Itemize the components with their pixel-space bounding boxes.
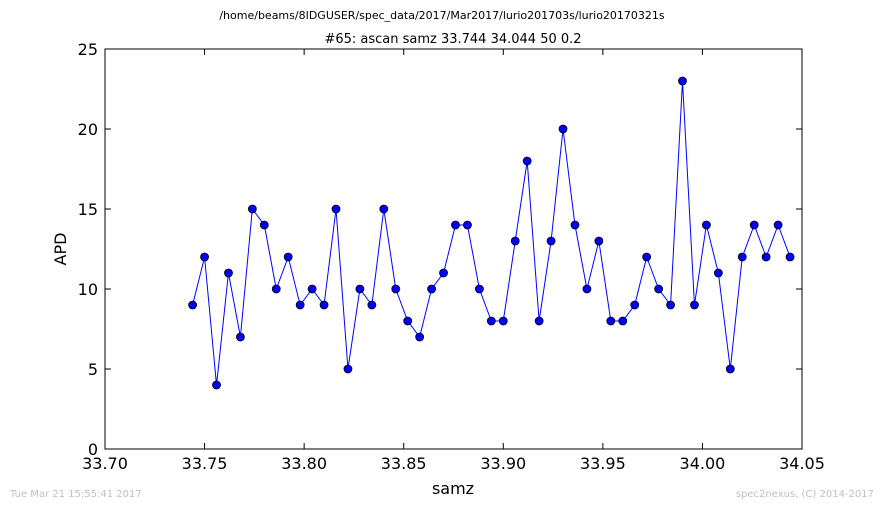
data-point bbox=[224, 268, 233, 278]
data-point bbox=[558, 124, 568, 134]
data-point bbox=[355, 284, 365, 294]
chart-title: #65: ascan samz 33.744 34.044 50 0.2 bbox=[324, 32, 581, 47]
data-point bbox=[606, 316, 616, 326]
x-tick-label: 33.95 bbox=[580, 454, 626, 473]
y-axis-label: APD bbox=[51, 233, 70, 266]
data-point bbox=[271, 284, 281, 294]
y-tick-label: 0 bbox=[88, 440, 98, 459]
data-point bbox=[534, 316, 544, 326]
data-point bbox=[654, 284, 664, 294]
data-point bbox=[307, 284, 317, 294]
data-point bbox=[259, 220, 269, 230]
y-tick-label: 5 bbox=[88, 360, 98, 379]
data-point bbox=[391, 284, 401, 294]
data-point bbox=[247, 204, 257, 214]
data-point bbox=[522, 156, 532, 166]
data-point bbox=[427, 284, 436, 294]
data-point bbox=[678, 76, 687, 86]
footer-credit: spec2nexus, (C) 2014-2017 bbox=[735, 489, 874, 500]
plot-area-frame bbox=[104, 48, 803, 450]
data-point bbox=[761, 252, 771, 262]
data-point bbox=[630, 300, 640, 310]
x-tick-label: 34.05 bbox=[779, 454, 825, 473]
x-axis-label: samz bbox=[432, 479, 474, 498]
data-point bbox=[403, 316, 413, 326]
data-point bbox=[713, 268, 723, 278]
x-tick-label: 33.90 bbox=[480, 454, 526, 473]
data-point bbox=[666, 300, 675, 310]
data-point bbox=[510, 236, 520, 246]
data-point bbox=[295, 300, 305, 310]
data-point bbox=[582, 284, 592, 294]
data-point bbox=[570, 220, 580, 230]
series-markers bbox=[188, 76, 795, 390]
data-point bbox=[737, 252, 747, 262]
data-point bbox=[618, 316, 628, 326]
data-point bbox=[702, 220, 711, 230]
data-point bbox=[212, 380, 221, 390]
x-tick-label: 34.00 bbox=[680, 454, 726, 473]
series-line bbox=[192, 80, 791, 386]
y-tick-label: 15 bbox=[78, 200, 98, 219]
x-tick-label: 33.80 bbox=[281, 454, 327, 473]
footer-timestamp: Tue Mar 21 15:55:41 2017 bbox=[10, 489, 142, 500]
data-point bbox=[725, 364, 735, 374]
y-tick-label: 25 bbox=[78, 40, 98, 59]
data-point bbox=[474, 284, 484, 294]
x-axis: 33.70 33.75 33.80 33.85 33.90 33.95 34.00 34.05 bbox=[82, 49, 825, 473]
data-point bbox=[188, 300, 198, 310]
data-point bbox=[331, 204, 341, 214]
y-tick-label: 10 bbox=[78, 280, 98, 299]
data-point bbox=[773, 220, 783, 230]
data-point bbox=[439, 268, 448, 278]
data-point bbox=[236, 332, 245, 342]
data-point bbox=[367, 300, 377, 310]
y-tick-label: 20 bbox=[78, 120, 98, 139]
data-point bbox=[546, 236, 556, 246]
data-point bbox=[415, 332, 425, 342]
data-point bbox=[379, 204, 389, 214]
x-tick-label: 33.75 bbox=[182, 454, 228, 473]
data-point bbox=[594, 236, 604, 246]
data-point bbox=[498, 316, 508, 326]
data-point bbox=[749, 220, 759, 230]
x-tick-label: 33.70 bbox=[82, 454, 128, 473]
data-point bbox=[785, 252, 795, 262]
x-tick-label: 33.85 bbox=[381, 454, 427, 473]
y-axis: 0 5 10 15 20 25 bbox=[78, 40, 802, 459]
data-point bbox=[283, 252, 293, 262]
data-point bbox=[343, 364, 353, 374]
data-point bbox=[451, 220, 460, 230]
data-point bbox=[319, 300, 329, 310]
data-point bbox=[200, 252, 209, 262]
data-point bbox=[690, 300, 699, 310]
data-point bbox=[463, 220, 472, 230]
data-point bbox=[642, 252, 652, 262]
figure-suptitle: /home/beams/8IDGUSER/spec_data/2017/Mar2… bbox=[219, 9, 665, 22]
data-point bbox=[486, 316, 496, 326]
